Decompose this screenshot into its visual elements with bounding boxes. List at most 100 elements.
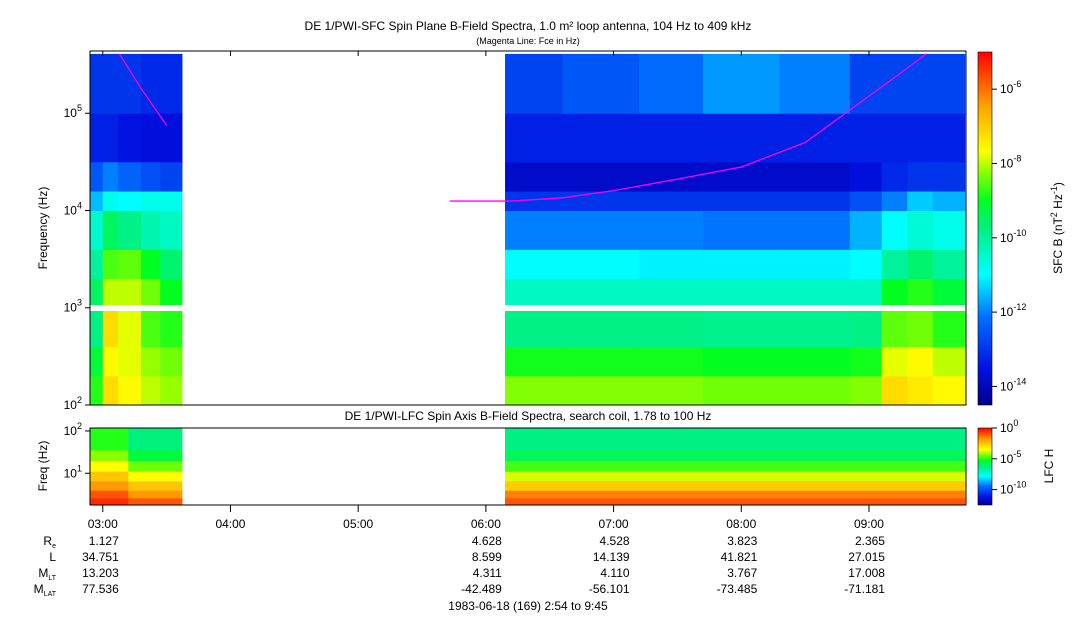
spectrogram-cell bbox=[849, 191, 883, 211]
spectrogram-cell bbox=[505, 249, 563, 280]
lfc-plot-frame bbox=[89, 427, 967, 506]
spectrogram-cell bbox=[639, 307, 704, 348]
spectrogram-cell bbox=[141, 278, 161, 309]
spectrogram-cell bbox=[505, 471, 966, 482]
spectrogram-cell bbox=[505, 191, 563, 211]
spectrogram-cell bbox=[562, 278, 640, 309]
time-tick-label: 03:00 bbox=[88, 517, 118, 531]
spectrogram-cell bbox=[907, 191, 934, 211]
spectrogram-cell bbox=[505, 161, 563, 192]
spectrogram-cell bbox=[102, 249, 119, 280]
sfc-gap-band bbox=[90, 305, 966, 311]
spectrogram-cell bbox=[702, 53, 781, 114]
spectrogram-cell bbox=[160, 191, 183, 211]
ephemeris-row-label: Re bbox=[43, 534, 56, 550]
spectrogram-cell bbox=[141, 53, 161, 114]
spectrogram-cell bbox=[102, 191, 119, 211]
spectrogram-cell bbox=[907, 375, 934, 406]
spectrogram-cell bbox=[505, 113, 563, 163]
spectrogram-cell bbox=[90, 278, 104, 309]
spectrogram-cell bbox=[702, 249, 781, 280]
spectrogram-cell bbox=[90, 428, 129, 451]
spectrogram-cell bbox=[128, 450, 183, 462]
time-tick-label: 07:00 bbox=[599, 517, 629, 531]
sfc-colorbar-ticks: 10-6 10-8 10-10 10-12 10-14 bbox=[992, 79, 1026, 393]
spectrogram-cell bbox=[639, 375, 704, 406]
spectrogram-cell bbox=[128, 428, 183, 451]
spectrogram-cell bbox=[932, 346, 966, 377]
ephemeris-value: 34.751 bbox=[82, 550, 119, 564]
spectrogram-cell bbox=[505, 53, 563, 114]
spectrogram-cell bbox=[90, 346, 104, 377]
spectrogram-cell bbox=[779, 191, 851, 211]
spectrogram-cell bbox=[702, 375, 781, 406]
ephemeris-row-label: MLT bbox=[38, 566, 56, 582]
spectrogram-cell bbox=[907, 161, 934, 192]
spectrogram-cell bbox=[881, 346, 908, 377]
sfc-cbar-tick-label: 10-6 bbox=[1000, 79, 1021, 96]
lfc-y-tick-label: 101 bbox=[64, 463, 82, 480]
spectrogram-cell bbox=[160, 249, 183, 280]
spectrogram-cell bbox=[90, 161, 104, 192]
spectrogram-cell bbox=[90, 497, 129, 506]
spectrogram-cell bbox=[849, 161, 883, 192]
ephemeris-value: 3.767 bbox=[727, 566, 757, 580]
spectrogram-cell bbox=[907, 249, 934, 280]
spectrogram-cell bbox=[141, 113, 161, 163]
spectrogram-cell bbox=[639, 161, 704, 192]
date-range: 1983-06-18 (169) 2:54 to 9:45 bbox=[448, 599, 608, 613]
ephemeris-value: 41.821 bbox=[721, 550, 758, 564]
spectrogram-cell bbox=[90, 210, 104, 250]
ephemeris-value: 8.599 bbox=[472, 550, 502, 564]
spectrogram-cell bbox=[141, 346, 161, 377]
time-tick-label: 08:00 bbox=[726, 517, 756, 531]
spectrogram-cell bbox=[702, 113, 781, 163]
spectrogram-cell bbox=[779, 249, 851, 280]
spectrogram-cell bbox=[505, 210, 563, 250]
spectrogram-cell bbox=[702, 191, 781, 211]
ephemeris-value: -73.485 bbox=[717, 582, 758, 596]
spectrogram-cell bbox=[102, 113, 119, 163]
spectrogram-cell bbox=[779, 210, 851, 250]
spectrogram-cell bbox=[562, 307, 640, 348]
spectrogram-cell bbox=[141, 210, 161, 250]
spectrogram-cell bbox=[505, 490, 966, 499]
time-tick-label: 05:00 bbox=[343, 517, 373, 531]
spectrogram-cell bbox=[128, 480, 183, 491]
lfc-y-tick-label: 102 bbox=[64, 421, 82, 438]
spectrogram-cell bbox=[505, 480, 966, 491]
spectrogram-cell bbox=[562, 210, 640, 250]
sfc-plot-frame bbox=[89, 50, 967, 406]
spectrogram-cell bbox=[141, 161, 161, 192]
spectrogram-cell bbox=[505, 307, 563, 348]
sfc-colorbar bbox=[977, 51, 993, 406]
ephemeris-value: -71.181 bbox=[844, 582, 885, 596]
ephemeris-value: 4.628 bbox=[472, 534, 502, 548]
ephemeris-row-label: MLAT bbox=[34, 582, 57, 598]
spectrogram-cell bbox=[118, 113, 142, 163]
spectrogram-cell bbox=[160, 278, 183, 309]
sfc-y-label: Frequency (Hz) bbox=[36, 187, 50, 270]
spectrogram-cell bbox=[639, 346, 704, 377]
spectrogram-cell bbox=[160, 161, 183, 192]
spectrogram-cell bbox=[141, 375, 161, 406]
ephemeris-value: 14.139 bbox=[593, 550, 630, 564]
spectrogram-cell bbox=[932, 113, 966, 163]
spectrogram-cell bbox=[562, 53, 640, 114]
ephemeris-value: -42.489 bbox=[461, 582, 502, 596]
spectrogram-cell bbox=[907, 210, 934, 250]
spectrogram-cell bbox=[160, 346, 183, 377]
spectrogram-cell bbox=[102, 375, 119, 406]
spectrogram-cell bbox=[702, 210, 781, 250]
spectrogram-cell bbox=[562, 113, 640, 163]
spectrogram-cell bbox=[90, 191, 104, 211]
spectrogram-cell bbox=[881, 307, 908, 348]
time-tick-label: 09:00 bbox=[854, 517, 884, 531]
ephemeris-value: 2.365 bbox=[855, 534, 885, 548]
spectrogram-cell bbox=[639, 249, 704, 280]
spectrogram-cell bbox=[118, 278, 142, 309]
spectrogram-cell bbox=[907, 113, 934, 163]
spectrogram-cell bbox=[90, 460, 129, 472]
spectrogram-cell bbox=[160, 307, 183, 348]
fce-line bbox=[450, 53, 927, 202]
